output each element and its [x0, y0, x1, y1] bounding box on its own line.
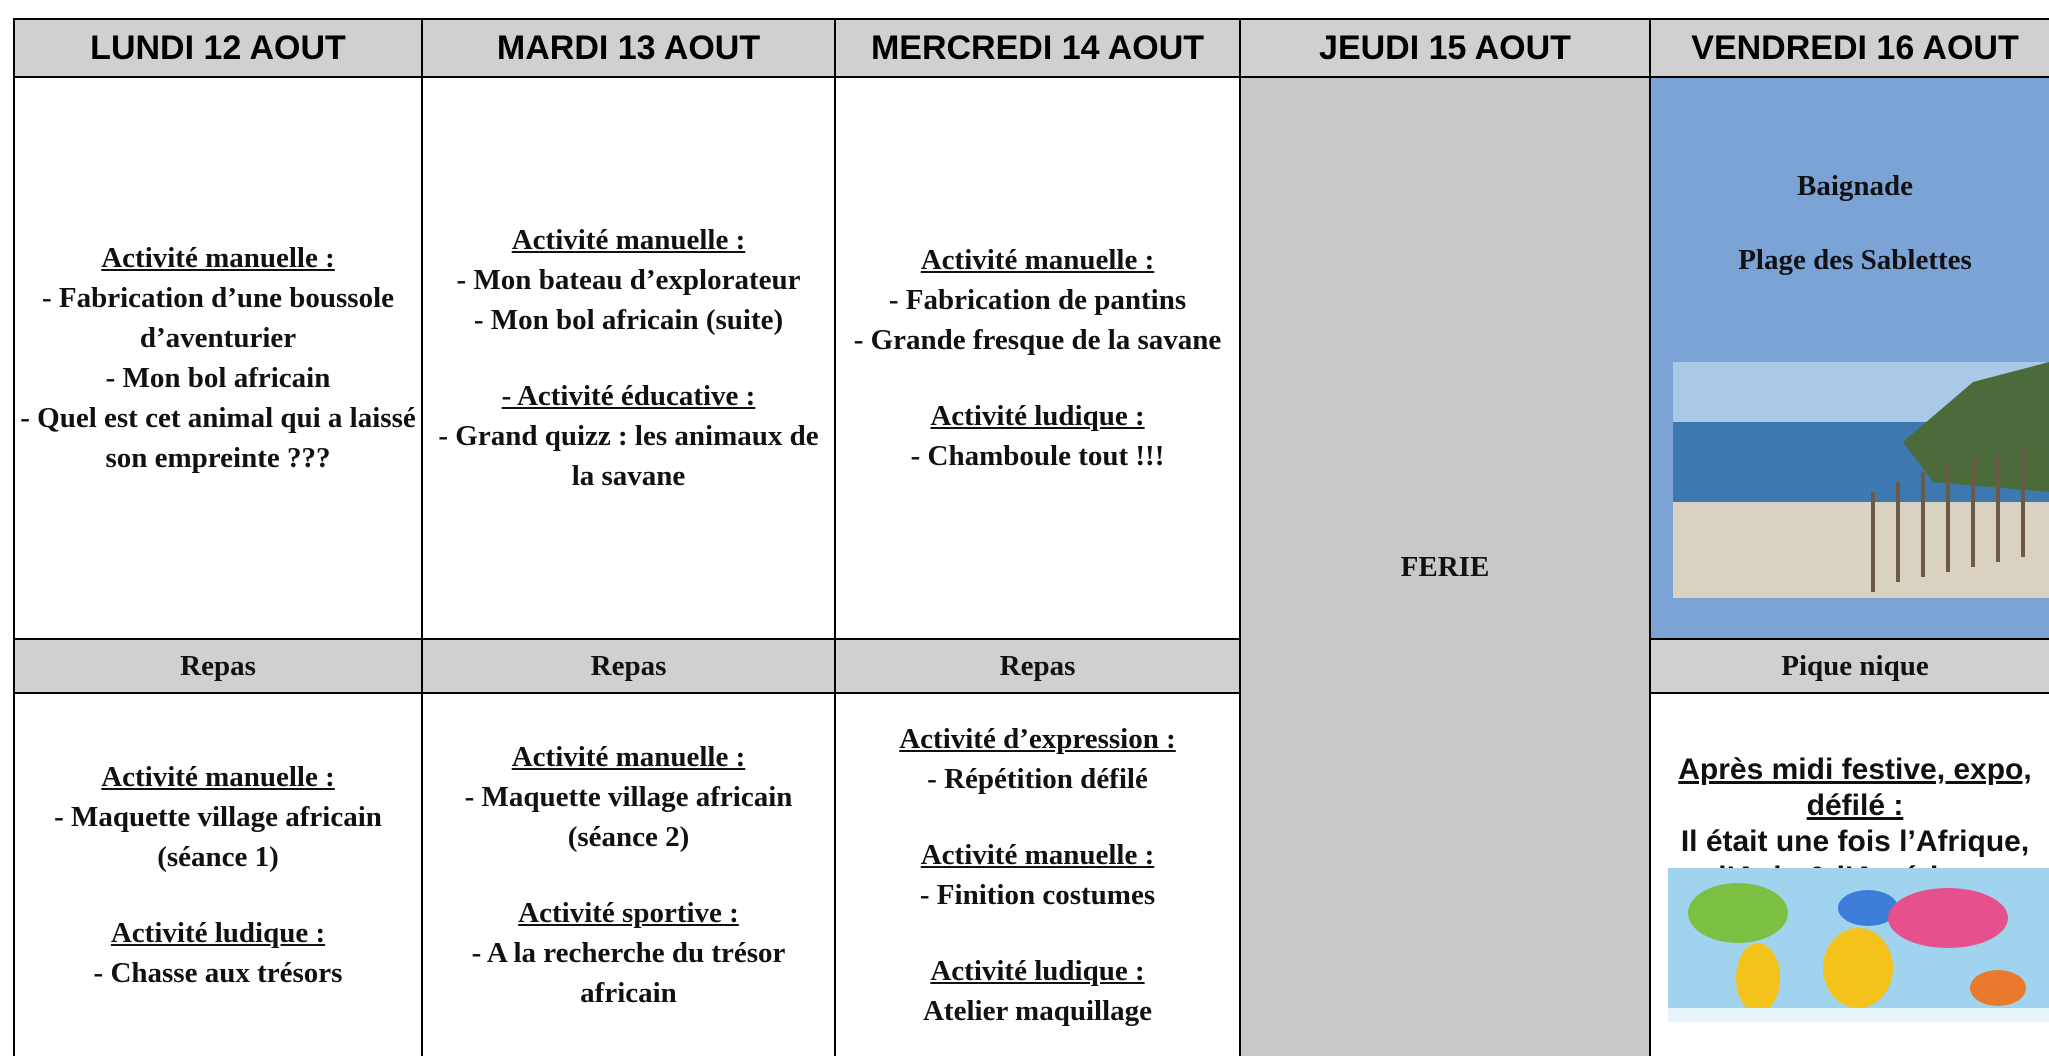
activity-heading: Activité manuelle :	[101, 242, 335, 274]
activity-line: - Finition costumes	[919, 879, 1156, 911]
activity-heading: Activité manuelle :	[511, 224, 746, 256]
activity-line: Atelier maquillage	[922, 995, 1152, 1027]
activity-line: Plage des Sablettes	[1738, 244, 1972, 276]
activity-heading: Activité ludique :	[930, 400, 1145, 432]
activity-line: - Grand quizz : les animaux de la savane	[438, 420, 819, 492]
activity-line: - Chasse aux trésors	[93, 957, 343, 989]
lunch-cell: Repas	[834, 638, 1241, 694]
activity-block: Baignade Plage des Sablettes	[1738, 166, 1972, 314]
lunch-cell: Repas	[13, 638, 423, 694]
activity-line: Baignade	[1796, 170, 1914, 202]
activity-block: Activité ludique : Atelier maquillage	[923, 951, 1152, 1031]
activity-block: Activité manuelle : - Fabrication d’une b…	[19, 238, 417, 478]
morning-cell: Activité manuelle : - Mon bateau d’explor…	[421, 76, 836, 640]
holiday-cell: FERIE	[1239, 76, 1651, 1056]
lunch-label: Repas	[180, 649, 256, 682]
activity-heading: Après midi festive, expo, défilé :	[1678, 753, 2032, 822]
activity-line: - A la recherche du trésor africain	[471, 937, 786, 1009]
day-header: LUNDI 12 AOUT	[13, 18, 423, 78]
activity-line: - Grande fresque de la savane	[853, 324, 1222, 356]
day-title: MARDI 13 AOUT	[496, 28, 761, 67]
afternoon-cell: Activité d’expression : - Répétition défi…	[834, 692, 1241, 1056]
activity-line: - Maquette village africain (séance 1)	[54, 801, 382, 873]
day-header: MERCREDI 14 AOUT	[834, 18, 1241, 78]
activity-line: - Mon bol africain (suite)	[473, 304, 784, 336]
beach-photo	[1673, 362, 2049, 598]
afternoon-cell: Activité manuelle : - Maquette village af…	[13, 692, 423, 1056]
activity-heading: Activité manuelle :	[920, 839, 1155, 871]
day-title: VENDREDI 16 AOUT	[1691, 28, 2019, 67]
activity-block: Activité manuelle : - Maquette village af…	[19, 757, 417, 877]
activity-heading: Activité sportive :	[518, 897, 739, 929]
lunch-cell: Pique nique	[1649, 638, 2049, 694]
holiday-label: FERIE	[1400, 550, 1490, 583]
activity-block: Activité sportive : - A la recherche du t…	[427, 893, 830, 1013]
afternoon-cell: Activité manuelle : - Maquette village af…	[421, 692, 836, 1056]
morning-cell: Activité manuelle : - Fabrication de pant…	[834, 76, 1241, 640]
day-title: LUNDI 12 AOUT	[90, 28, 346, 67]
activity-heading: Activité manuelle :	[920, 244, 1155, 276]
activity-heading: Activité ludique :	[110, 917, 326, 949]
day-title: JEUDI 15 AOUT	[1319, 28, 1571, 67]
lunch-cell: Repas	[421, 638, 836, 694]
activity-heading: Activité manuelle :	[101, 761, 335, 793]
activity-block: Activité ludique : - Chamboule tout !!!	[911, 396, 1165, 476]
activity-block: Activité manuelle : - Mon bateau d’explor…	[457, 220, 801, 340]
activity-line: - Chamboule tout !!!	[910, 440, 1165, 472]
activity-line: - Fabrication de pantins	[888, 284, 1187, 316]
activity-heading: Activité ludique :	[930, 955, 1145, 987]
activity-block: Activité manuelle : - Finition costumes	[920, 835, 1155, 915]
lunch-label: Repas	[590, 649, 667, 682]
activity-line: - Maquette village africain (séance 2)	[464, 781, 793, 853]
lunch-label: Repas	[999, 649, 1076, 682]
activity-line: - Fabrication d’une boussole d’aventurie…	[41, 282, 395, 354]
activity-block: Activité manuelle : - Fabrication de pant…	[854, 240, 1222, 360]
lunch-label: Pique nique	[1781, 649, 1929, 682]
day-header: JEUDI 15 AOUT	[1239, 18, 1651, 78]
activity-block: Activité manuelle : - Maquette village af…	[427, 737, 830, 857]
activity-heading: Activité d’expression :	[899, 723, 1176, 755]
activity-heading: - Activité éducative :	[501, 380, 756, 412]
activity-block: - Activité éducative : - Grand quizz : le…	[427, 376, 830, 496]
activity-line: - Mon bol africain	[105, 362, 331, 394]
day-header: MARDI 13 AOUT	[421, 18, 836, 78]
morning-cell: Activité manuelle : - Fabrication d’une b…	[13, 76, 423, 640]
activity-heading: Activité manuelle :	[511, 741, 746, 773]
activity-line: - Répétition défilé	[927, 763, 1148, 795]
activity-block: Activité ludique : - Chasse aux trésors	[94, 913, 343, 993]
day-title: MERCREDI 14 AOUT	[870, 28, 1205, 67]
activity-line: - Mon bateau d’explorateur	[456, 264, 801, 296]
activity-block: Activité d’expression : - Répétition défi…	[899, 719, 1176, 799]
day-header: VENDREDI 16 AOUT	[1649, 18, 2049, 78]
world-map	[1668, 868, 2049, 1022]
activity-line: - Quel est cet animal qui a laissé son e…	[20, 402, 416, 474]
